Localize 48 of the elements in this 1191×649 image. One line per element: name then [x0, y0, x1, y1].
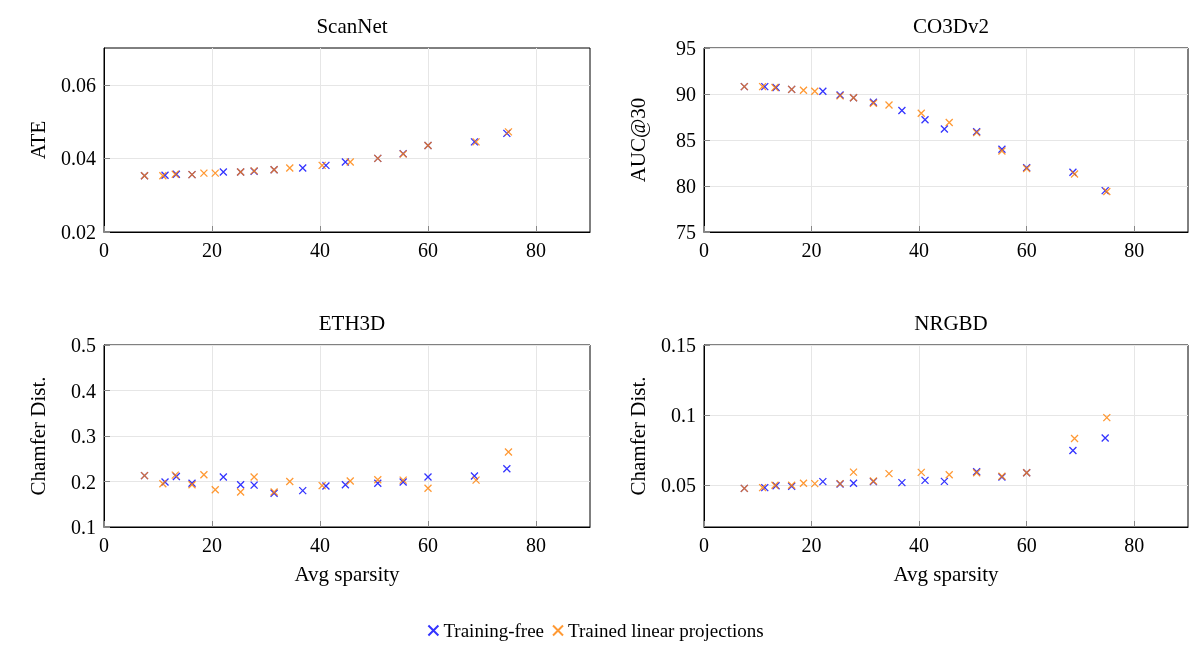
- y-tick-label: 0.06: [61, 73, 96, 96]
- y-axis-title: Chamfer Dist.: [625, 376, 650, 496]
- y-tick-label: 0.04: [61, 147, 96, 170]
- y-tick-label: 0.1: [71, 516, 96, 538]
- x-tick-label: 20: [202, 534, 222, 556]
- x-tick-label: 20: [801, 239, 822, 261]
- y-axis-title: Chamfer Dist.: [25, 376, 50, 496]
- x-tick-label: 40: [310, 239, 330, 261]
- x-tick-label: 60: [418, 239, 438, 261]
- x-tick-label: 80: [526, 239, 546, 261]
- x-tick-label: 60: [418, 534, 438, 556]
- x-tick-label: 40: [909, 534, 930, 556]
- x-tick-label: 0: [699, 534, 709, 556]
- y-tick-label: 0.15: [661, 334, 696, 356]
- y-tick-label: 90: [676, 83, 696, 105]
- x-tick-label: 40: [909, 239, 930, 261]
- chart-title: ScanNet: [316, 13, 388, 38]
- chart-title: CO3Dv2: [913, 13, 989, 38]
- x-tick-label: 40: [310, 534, 330, 556]
- y-tick-label: 0.4: [71, 379, 96, 402]
- x-tick-label: 0: [99, 239, 109, 261]
- legend-label: Trained linear projections: [568, 620, 764, 641]
- x-tick-label: 20: [801, 534, 822, 556]
- y-tick-label: 0.3: [71, 425, 96, 447]
- x-tick-label: 80: [1124, 534, 1145, 556]
- x-axis-title: Avg sparsity: [893, 561, 1000, 586]
- y-tick-label: 80: [676, 175, 696, 197]
- y-tick-label: 0.02: [61, 221, 96, 243]
- y-tick-label: 0.5: [71, 334, 96, 356]
- y-axis-title: ATE: [25, 120, 50, 160]
- chart-title: NRGBD: [914, 310, 988, 335]
- x-tick-label: 0: [699, 239, 709, 261]
- x-tick-label: 0: [99, 534, 109, 556]
- y-tick-label: 0.2: [71, 470, 96, 493]
- x-tick-label: 60: [1016, 534, 1037, 556]
- y-tick-label: 75: [676, 221, 696, 243]
- x-axis-title: Avg sparsity: [294, 561, 401, 586]
- y-tick-label: 0.1: [671, 404, 696, 426]
- legend-label: Training-free: [443, 620, 545, 641]
- chart-title: ETH3D: [318, 310, 386, 335]
- y-tick-label: 95: [676, 37, 696, 59]
- x-tick-label: 80: [1124, 239, 1145, 261]
- y-tick-label: 85: [676, 129, 696, 151]
- x-tick-label: 80: [526, 534, 546, 556]
- y-axis-title: AUC@30: [625, 97, 650, 183]
- y-tick-label: 0.05: [661, 474, 696, 496]
- x-tick-label: 60: [1016, 239, 1037, 261]
- x-tick-label: 20: [202, 239, 222, 261]
